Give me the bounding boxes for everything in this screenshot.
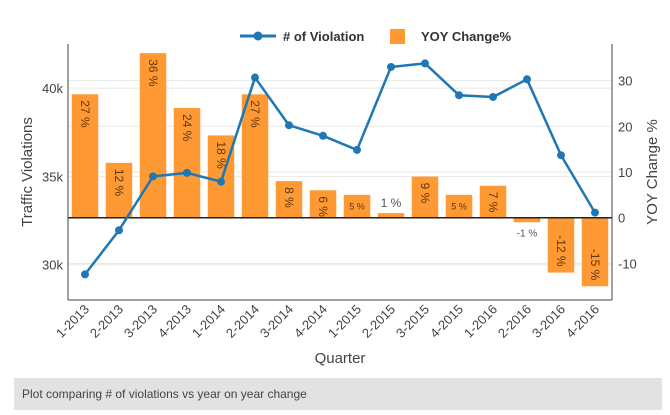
bar-label: 24 %: [180, 114, 194, 142]
x-tick-label: 1-2014: [189, 302, 228, 341]
bar-label: 12 %: [112, 169, 126, 197]
violation-point: [421, 59, 429, 68]
violation-point: [557, 151, 565, 160]
y2-tick-label: 10: [618, 165, 632, 180]
bar: [513, 217, 541, 223]
violation-point: [115, 226, 123, 235]
bar-label: 6 %: [316, 196, 330, 217]
violation-point: [319, 131, 327, 140]
y-tick-label: 30k: [42, 258, 63, 273]
x-tick-label: 3-2015: [393, 302, 432, 341]
violation-point: [591, 208, 599, 217]
bar: [343, 194, 371, 218]
bar-label: 7 %: [486, 192, 500, 213]
violation-point: [149, 172, 157, 181]
bar-label: -1 %: [517, 228, 538, 239]
y2-tick-label: 20: [618, 119, 632, 134]
x-tick-label: 3-2013: [121, 302, 160, 341]
bar: [479, 185, 507, 218]
x-tick-label: 3-2014: [257, 302, 296, 341]
line-series: [81, 59, 599, 279]
bar: [173, 108, 201, 218]
caption-text: Plot comparing # of violations vs year o…: [22, 387, 307, 401]
violation-point: [387, 62, 395, 71]
bar-label: 18 %: [214, 141, 228, 169]
violation-point: [183, 168, 191, 177]
x-tick-label: 4-2016: [563, 302, 602, 341]
y2-tick-label: 30: [618, 74, 632, 89]
violation-point: [489, 92, 497, 101]
violation-point: [217, 177, 225, 186]
y-tick-label: 35k: [42, 169, 63, 184]
x-tick-label: 2-2015: [359, 302, 398, 341]
x-tick-label: 2-2016: [495, 302, 534, 341]
bar: [105, 162, 133, 218]
legend: # of Violation YOY Change%: [240, 29, 512, 44]
legend-bar-swatch: [390, 29, 405, 44]
x-tick-label: 1-2015: [325, 302, 364, 341]
bar-label: -12 %: [554, 235, 568, 267]
x-tick-label: 4-2015: [427, 302, 466, 341]
bar-label: 5 %: [451, 201, 467, 211]
legend-label-yoy: YOY Change%: [421, 29, 512, 44]
caption-bar: Plot comparing # of violations vs year o…: [14, 378, 662, 410]
bar-label: 8 %: [282, 187, 296, 208]
bar: [275, 181, 303, 218]
violation-point: [81, 270, 89, 279]
bar: [581, 217, 609, 287]
bar-label: 27 %: [78, 100, 92, 128]
bar: [377, 213, 405, 218]
x-tick-label: 2-2013: [87, 302, 126, 341]
y2-axis-title: YOY Change %: [644, 119, 661, 225]
bar-label: 27 %: [248, 100, 262, 128]
bar-label: 9 %: [418, 183, 432, 204]
violation-point: [455, 91, 463, 100]
bar: [241, 94, 269, 218]
x-tick-label: 3-2016: [529, 302, 568, 341]
bar-label: -15 %: [588, 249, 602, 281]
bar: [309, 190, 337, 218]
bar: [547, 217, 575, 273]
legend-line-marker: [253, 31, 263, 41]
bar: [207, 135, 235, 218]
violation-point: [353, 145, 361, 154]
x-tick-label: 4-2013: [155, 302, 194, 341]
violation-point: [251, 73, 259, 82]
bar: [71, 94, 99, 218]
x-tick-label: 4-2014: [291, 302, 330, 341]
bar-labels: 27 % 12 % 36 % 24 % 18 % 27 % 8 % 6 % 5 % 1 % 9 % 5…: [78, 59, 602, 280]
x-tick-label: 1-2013: [53, 302, 92, 341]
y2-tick-label: 0: [618, 211, 625, 226]
y2-tick-label: -10: [618, 256, 637, 271]
y-axis-title: Traffic Violations: [19, 117, 36, 227]
x-axis-title: Quarter: [315, 350, 366, 367]
bar-label: 1 %: [381, 196, 402, 210]
x-tick-label: 2-2014: [223, 302, 262, 341]
bar: [445, 194, 473, 218]
bar-label: 5 %: [349, 201, 365, 211]
legend-label-violation: # of Violation: [283, 29, 364, 44]
bar: [411, 176, 439, 218]
violation-line: [84, 62, 597, 276]
violation-point: [285, 121, 293, 130]
x-tick-label: 1-2016: [461, 302, 500, 341]
bar-label: 36 %: [146, 59, 160, 87]
violation-point: [523, 75, 531, 84]
y-tick-label: 40k: [42, 81, 63, 96]
